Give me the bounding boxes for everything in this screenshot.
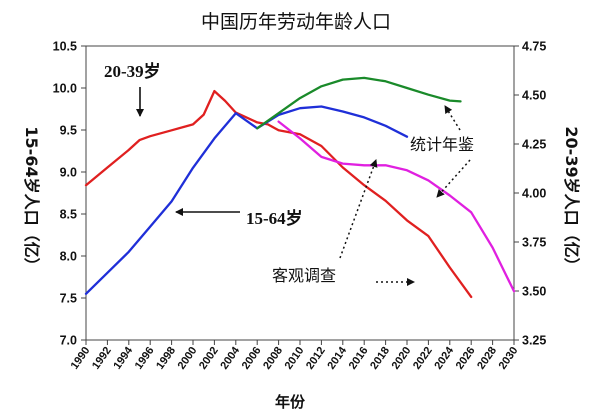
- right-tick-label: 4.25: [522, 138, 546, 152]
- left-tick-label: 10.0: [53, 82, 77, 96]
- annotation-statistical-yearbook: 统计年鉴: [410, 135, 474, 154]
- arrow-yearbook-down: [436, 159, 471, 198]
- x-tick-label: 2012: [304, 345, 328, 372]
- plot-area: [85, 45, 515, 341]
- annotation-15-64: 15-64岁: [246, 208, 303, 228]
- x-tick-label: 2024: [432, 344, 456, 372]
- annotation-objective-survey: 客观调查: [272, 266, 336, 285]
- x-tick-label: 1994: [111, 344, 135, 372]
- x-tick-label: 2016: [347, 345, 371, 372]
- x-tick-label: 2014: [325, 344, 349, 372]
- left-tick-label: 8.5: [60, 208, 77, 222]
- left-tick-label: 7.5: [60, 292, 77, 306]
- annotation-20-39: 20-39岁: [104, 61, 161, 81]
- right-tick-label: 3.25: [522, 334, 546, 348]
- left-y-axis-title: 15-64岁人口（亿）: [22, 126, 41, 273]
- x-tick-label: 1998: [154, 345, 178, 372]
- left-tick-label: 9.0: [60, 166, 77, 180]
- axis-ticks: 7.0 7.5 8.0 8.5 9.0 9.5 10.0 10.5 3.25 3.50 3.75 4.…: [53, 40, 547, 372]
- x-tick-label: 2020: [390, 345, 414, 372]
- series-line-1: [84, 105, 409, 295]
- x-tick-label: 2018: [368, 345, 392, 372]
- left-tick-label: 8.0: [60, 250, 77, 264]
- series-line-3: [277, 120, 516, 293]
- right-y-axis-title: 20-39岁人口（亿）: [562, 126, 581, 273]
- right-tick-label: 4.00: [522, 187, 546, 201]
- x-tick-label: 2004: [218, 344, 242, 372]
- arrow-yearbook-up: [444, 105, 461, 131]
- x-tick-label: 1990: [69, 345, 93, 372]
- x-tick-label: 2022: [411, 345, 435, 372]
- x-tick-label: 1996: [133, 345, 157, 372]
- x-tick-label: 1992: [90, 345, 114, 372]
- x-tick-label: 2026: [454, 345, 478, 372]
- annotations: 20-39岁 15-64岁 统计年鉴 客观调查: [104, 61, 474, 286]
- x-tick-label: 2006: [240, 345, 264, 372]
- left-y-axis-label: 15-64岁人口（亿）: [22, 126, 41, 273]
- x-axis-label: 年份: [275, 393, 306, 411]
- arrow-survey-up: [339, 159, 378, 259]
- x-tick-label: 2000: [176, 345, 200, 372]
- right-y-axis-label: 20-39岁人口（亿）: [562, 126, 581, 273]
- right-tick-label: 3.75: [522, 236, 546, 250]
- right-tick-label: 3.50: [522, 285, 546, 299]
- x-tick-label: 2010: [283, 345, 307, 372]
- series-lines: [84, 76, 516, 299]
- x-tick-label: 2002: [197, 345, 221, 372]
- right-tick-label: 4.50: [522, 89, 546, 103]
- right-tick-label: 4.75: [522, 40, 546, 54]
- chart-title: 中国历年劳动年龄人口: [201, 11, 391, 33]
- series-line-2: [256, 76, 462, 130]
- x-tick-label: 2028: [475, 345, 499, 372]
- left-tick-label: 10.5: [53, 40, 77, 54]
- left-tick-label: 9.5: [60, 124, 77, 138]
- left-tick-label: 7.0: [60, 334, 77, 348]
- x-tick-label: 2030: [497, 345, 521, 372]
- series-line-0: [84, 89, 473, 299]
- x-tick-label: 2008: [261, 345, 285, 372]
- plot-frame: [85, 45, 515, 341]
